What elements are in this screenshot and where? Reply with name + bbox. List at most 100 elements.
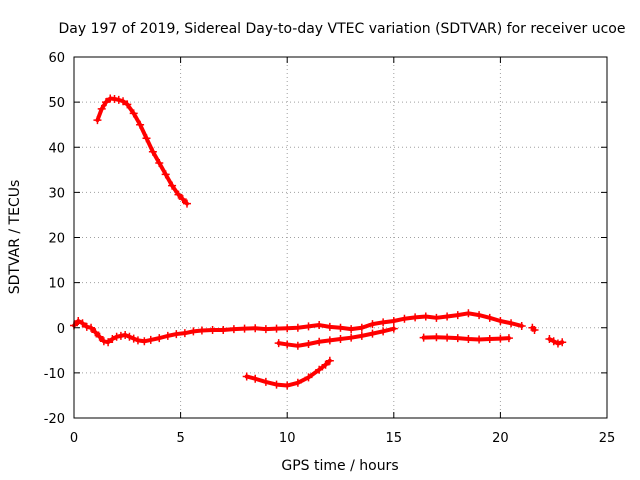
data-point: [389, 316, 398, 325]
data-point: [293, 323, 302, 332]
data-point: [464, 335, 473, 344]
data-point: [123, 100, 132, 109]
data-point: [432, 333, 441, 342]
axis-ticks: 0 5 10 15 20 25 -20 -10 0 10 20 30 40 50 60: [44, 51, 616, 446]
y-tick-label: 0: [57, 322, 65, 337]
data-point: [315, 337, 324, 346]
data-point: [110, 94, 119, 103]
data-point: [379, 327, 388, 336]
data-point: [496, 334, 505, 343]
data-point: [475, 335, 484, 344]
data-point: [411, 313, 420, 322]
data-point: [95, 332, 104, 341]
data-point: [242, 372, 251, 381]
data-point: [219, 326, 228, 335]
y-axis-label: SDTVAR / TECUs: [7, 180, 23, 295]
y-tick-label: 20: [48, 232, 65, 247]
data-point: [325, 356, 334, 365]
grid: [74, 57, 607, 418]
data-point: [347, 325, 356, 334]
data-point: [229, 325, 238, 334]
data-point: [168, 181, 177, 190]
data-point: [336, 335, 345, 344]
data-point: [507, 319, 516, 328]
y-tick-label: -20: [44, 412, 65, 427]
data-point: [443, 333, 452, 342]
data-point: [82, 322, 91, 331]
y-tick-label: -10: [44, 367, 65, 382]
x-tick-label: 15: [386, 431, 403, 446]
data-point: [379, 318, 388, 327]
series-arc-5: [274, 324, 398, 350]
data-point: [464, 309, 473, 318]
data-point: [357, 331, 366, 340]
series-arc-3: [528, 323, 539, 335]
data-point: [304, 339, 313, 348]
y-tick-label: 60: [48, 51, 65, 66]
data-point: [545, 335, 554, 344]
y-tick-label: 40: [48, 141, 65, 156]
plot-border: [73, 56, 608, 419]
data-point: [368, 329, 377, 338]
data-point: [347, 333, 356, 342]
data-point: [553, 339, 562, 348]
data-point: [129, 334, 138, 343]
data-point: [163, 331, 172, 340]
data-point: [261, 377, 270, 386]
data-point: [208, 326, 217, 335]
data-point: [101, 98, 110, 107]
y-tick-label: 50: [48, 96, 65, 111]
data-point: [155, 159, 164, 168]
data-point: [99, 337, 108, 346]
data-point: [475, 311, 484, 320]
data-point: [129, 109, 138, 118]
data-point: [180, 329, 189, 338]
data-point: [304, 322, 313, 331]
data-point: [336, 323, 345, 332]
data-point: [146, 335, 155, 344]
data-point: [178, 195, 187, 204]
x-tick-label: 5: [176, 431, 184, 446]
data-point: [74, 316, 83, 325]
series-arc-6: [419, 333, 513, 344]
data-point: [389, 324, 398, 333]
data-point: [453, 334, 462, 343]
y-tick-label: 30: [48, 186, 65, 201]
data-point: [119, 97, 128, 106]
data-point: [93, 116, 102, 125]
series-arc-2: [70, 309, 526, 347]
data-point: [261, 325, 270, 334]
series-line: [276, 326, 396, 348]
y-tick-label: 10: [48, 277, 65, 292]
data-point: [272, 380, 281, 389]
data-point: [304, 373, 313, 382]
data-point: [142, 134, 151, 143]
data-point: [91, 328, 100, 337]
data-point: [549, 337, 558, 346]
data-point: [174, 190, 183, 199]
data-point: [251, 374, 260, 383]
data-point: [87, 323, 96, 332]
data-point: [283, 324, 292, 333]
data-point: [421, 312, 430, 321]
x-tick-label: 20: [492, 431, 509, 446]
data-point: [155, 334, 164, 343]
series-arc-1: [93, 94, 191, 208]
chart-title: Day 197 of 2019, Sidereal Day-to-day VTE…: [59, 21, 626, 37]
data-point: [315, 365, 324, 374]
data-point: [357, 323, 366, 332]
series-line: [95, 96, 189, 206]
data-point: [293, 341, 302, 350]
data-point: [148, 147, 157, 156]
data-point: [116, 331, 125, 340]
data-point: [104, 338, 113, 347]
data-point: [325, 322, 334, 331]
series-arc-4: [545, 335, 567, 348]
x-tick-label: 25: [599, 431, 616, 446]
data-point: [182, 199, 191, 208]
data-point: [172, 330, 181, 339]
data-point: [558, 338, 567, 347]
x-axis-label: GPS time / hours: [281, 458, 398, 474]
data-point: [496, 316, 505, 325]
